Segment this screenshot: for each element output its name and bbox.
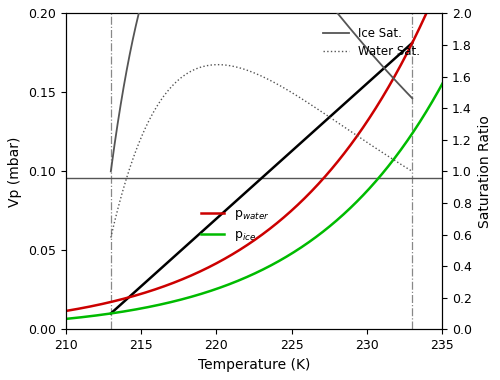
p$_{water}$ — [346, 144, 352, 149]
Water Sat. — [326, 114, 332, 119]
Line: p$_{water}$: p$_{water}$ — [66, 0, 442, 311]
p$_{ice}$ — [284, 254, 290, 258]
Water Sat. — [228, 63, 234, 68]
Water Sat. — [144, 122, 150, 127]
Legend: p$_{water}$, p$_{ice}$: p$_{water}$, p$_{ice}$ — [196, 202, 274, 248]
p$_{ice}$ — [62, 317, 68, 321]
Water Sat. — [215, 62, 221, 67]
p$_{water}$ — [130, 294, 136, 299]
Y-axis label: Vp (mbar): Vp (mbar) — [8, 136, 22, 207]
Water Sat. — [108, 235, 114, 240]
p$_{ice}$ — [130, 308, 136, 312]
p$_{water}$ — [314, 183, 320, 187]
Y-axis label: Saturation Ratio: Saturation Ratio — [478, 115, 492, 228]
p$_{ice}$ — [160, 302, 166, 306]
p$_{water}$ — [284, 212, 290, 216]
X-axis label: Temperature (K): Temperature (K) — [198, 358, 310, 372]
Line: p$_{ice}$: p$_{ice}$ — [66, 84, 442, 319]
Water Sat. — [206, 63, 212, 68]
p$_{water}$ — [233, 250, 239, 254]
p$_{water}$ — [160, 285, 166, 289]
Water Sat. — [409, 169, 415, 174]
Ice Sat. — [328, 3, 334, 7]
Water Sat. — [298, 96, 304, 101]
p$_{ice}$ — [346, 207, 352, 211]
Water Sat. — [328, 116, 334, 120]
p$_{water}$ — [62, 309, 68, 313]
p$_{ice}$ — [233, 279, 239, 284]
Ice Sat. — [108, 169, 114, 174]
Line: Ice Sat.: Ice Sat. — [111, 0, 412, 171]
p$_{ice}$ — [440, 81, 446, 86]
p$_{ice}$ — [314, 234, 320, 238]
Ice Sat. — [409, 96, 415, 101]
Ice Sat. — [326, 1, 332, 5]
Legend: Ice Sat., Water Sat.: Ice Sat., Water Sat. — [318, 22, 425, 63]
Line: Water Sat.: Water Sat. — [111, 65, 412, 238]
